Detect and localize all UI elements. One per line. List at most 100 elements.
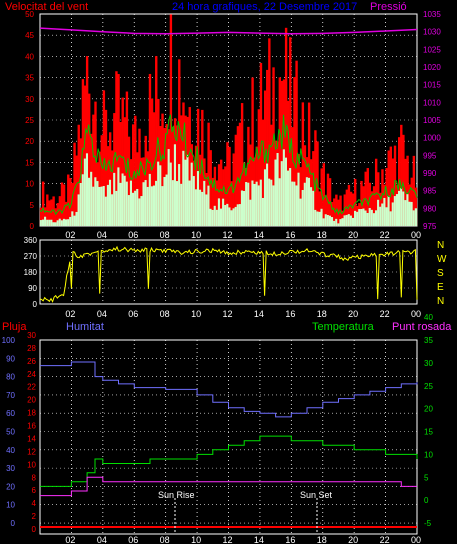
- wind-low-bar: [280, 161, 284, 226]
- wind-low-bar: [341, 218, 344, 226]
- x-tick-label: 16: [285, 535, 295, 544]
- wind-low-bar: [293, 181, 296, 226]
- wind-low-bar: [106, 184, 110, 226]
- x-tick-label: 22: [380, 535, 390, 544]
- gust-bar: [301, 102, 305, 226]
- wind-low-bar: [54, 222, 57, 226]
- gust-bar: [92, 114, 95, 226]
- x-tick-label: 16: [285, 230, 295, 240]
- gust-bar: [280, 80, 284, 226]
- gust-bar: [44, 207, 47, 226]
- wind-low-bar: [299, 198, 302, 226]
- x-tick-label: 00: [411, 230, 421, 240]
- pressure-right-axis: 975 980 985 990 995 1000 1005 1010 1015 1020 1025 1…: [423, 10, 441, 231]
- humidity-tick-label: 90: [6, 354, 15, 363]
- x-tick-label: 22: [380, 309, 390, 319]
- x-tick-label: 06: [128, 230, 138, 240]
- gust-bar: [261, 119, 265, 226]
- x-tick-label: 10: [191, 230, 201, 240]
- gust-bar: [230, 181, 233, 226]
- wind-low-bar: [389, 211, 393, 226]
- wind-low-bar: [64, 219, 68, 226]
- wind-low-bar: [144, 180, 147, 226]
- wind-low-bar: [351, 217, 355, 226]
- wind-low-bar: [314, 209, 317, 226]
- wind-low-bar: [194, 189, 198, 226]
- gust-bar: [217, 164, 221, 226]
- temperature-tick-label: 0: [424, 496, 429, 505]
- x-tick-label: 10: [191, 309, 201, 319]
- wind-low-bar: [333, 220, 336, 226]
- gust-bar: [108, 132, 112, 226]
- wind-low-bar: [132, 192, 135, 226]
- wind-low-bar: [88, 177, 91, 226]
- wind-low-bar: [98, 186, 101, 226]
- gust-bar: [291, 127, 294, 226]
- compass-label: N: [437, 240, 444, 251]
- temperature-tick-label: 25: [424, 382, 433, 391]
- wind-low-bar: [92, 186, 95, 226]
- wind-low-bar: [284, 157, 288, 226]
- pressure-y-tick-label: 975: [423, 222, 437, 231]
- gust-bar: [77, 124, 80, 226]
- rain-tick-label: 0: [32, 525, 37, 534]
- gust-bar: [295, 60, 298, 227]
- humidity-tick-label: 0: [11, 519, 16, 528]
- wind-low-bar: [56, 220, 59, 226]
- pressure-y-tick-label: 990: [423, 169, 437, 178]
- gust-bar: [406, 155, 409, 226]
- gust-bar: [215, 180, 219, 226]
- wind-low-bar: [52, 222, 55, 226]
- wind-low-bar: [303, 182, 307, 226]
- wind-low-bar: [406, 194, 409, 226]
- wind-low-bar: [44, 216, 47, 226]
- wind-low-bar: [274, 159, 277, 226]
- gust-bar: [299, 167, 302, 226]
- wind-low-bar: [71, 211, 74, 226]
- gust-bar: [209, 150, 212, 226]
- wind-low-bar: [111, 194, 114, 226]
- wind-low-bar: [400, 187, 403, 226]
- gust-bar: [268, 38, 271, 226]
- rain-tick-label: 20: [27, 396, 36, 405]
- gust-bar: [349, 191, 353, 226]
- gust-bar: [111, 150, 114, 226]
- wind-low-bar: [140, 196, 143, 226]
- gust-bar: [81, 79, 85, 227]
- wind-low-bar: [186, 154, 189, 226]
- gust-bar: [266, 69, 269, 226]
- wind-low-bar: [326, 214, 330, 226]
- gust-bar: [351, 193, 355, 226]
- compass-label: S: [437, 268, 444, 279]
- wind-low-bar: [318, 211, 321, 226]
- wind-low-bar: [391, 202, 395, 226]
- gust-bar: [238, 122, 242, 226]
- wind-low-bar: [414, 208, 418, 226]
- gust-bar: [402, 134, 405, 226]
- wind-low-bar: [108, 179, 112, 226]
- rain-tick-label: 14: [27, 434, 36, 443]
- wind-low-bar: [374, 210, 378, 226]
- gust-bar: [180, 115, 183, 226]
- rain-tick-label: 4: [32, 499, 37, 508]
- wind-low-bar: [263, 169, 267, 226]
- wind-low-bar: [243, 190, 246, 226]
- wind-low-bar: [175, 181, 179, 226]
- wind-low-bar: [370, 209, 374, 226]
- wind-low-bar: [119, 182, 122, 226]
- wind-low-bar: [161, 186, 164, 226]
- wind-low-bar: [345, 214, 349, 226]
- wind-low-bar: [201, 191, 204, 226]
- wind-low-bar: [297, 172, 300, 226]
- wind-low-bar: [73, 215, 76, 226]
- x-tick-label: 12: [223, 230, 233, 240]
- wind-low-bar: [368, 207, 372, 226]
- wind-low-bar: [192, 176, 196, 226]
- rain-tick-label: 30: [27, 331, 36, 340]
- wind-low-bar: [77, 194, 80, 226]
- wind-low-bar: [171, 180, 175, 226]
- wind-low-bar: [404, 200, 407, 226]
- x-tick-label: 20: [348, 230, 358, 240]
- rain-tick-label: 6: [32, 486, 37, 495]
- gust-bar: [150, 98, 154, 226]
